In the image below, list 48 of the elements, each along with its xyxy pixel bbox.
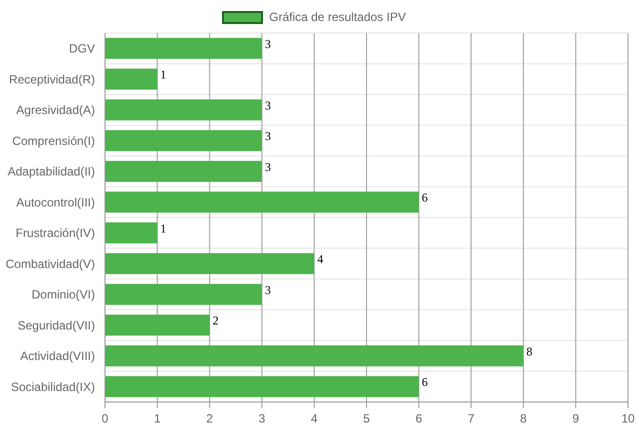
x-tick-label: 7 bbox=[468, 412, 475, 426]
bar bbox=[105, 314, 210, 336]
bar bbox=[105, 130, 262, 152]
data-label: 8 bbox=[526, 344, 532, 358]
y-tick-label: Seguridad(VII) bbox=[18, 318, 95, 332]
bar bbox=[105, 38, 262, 59]
y-tick-label: DGV bbox=[68, 42, 95, 56]
bar bbox=[105, 376, 419, 398]
data-label: 3 bbox=[264, 36, 271, 51]
x-tick-label: 1 bbox=[154, 412, 161, 426]
x-tick-label: 2 bbox=[206, 412, 214, 426]
x-tick-label: 8 bbox=[520, 412, 528, 426]
data-label: 2 bbox=[212, 314, 219, 328]
x-tick-label: 9 bbox=[572, 412, 580, 426]
bar bbox=[105, 99, 262, 120]
bar bbox=[105, 68, 158, 90]
data-label: 3 bbox=[264, 282, 271, 297]
data-label: 6 bbox=[422, 190, 428, 205]
data-label: 3 bbox=[264, 129, 271, 144]
y-tick-label: Combatividad(V) bbox=[6, 256, 95, 271]
x-tick-label: 10 bbox=[621, 412, 635, 426]
bar bbox=[105, 222, 158, 244]
x-tick-label: 5 bbox=[363, 412, 370, 426]
data-label: 1 bbox=[160, 221, 166, 236]
y-tick-label: Autocontrol(III) bbox=[16, 195, 95, 210]
data-label: 1 bbox=[160, 68, 166, 82]
y-tick-label: Comprensión(I) bbox=[12, 134, 95, 148]
data-label: 4 bbox=[317, 252, 324, 266]
y-tick-label: Dominio(VI) bbox=[32, 288, 95, 302]
y-tick-label: Agresividad(A) bbox=[16, 103, 95, 118]
x-tick-label: 4 bbox=[310, 412, 318, 426]
x-tick-label: 3 bbox=[258, 412, 266, 426]
data-label: 3 bbox=[264, 98, 271, 112]
y-tick-label: Actividad(VIII) bbox=[20, 349, 95, 364]
data-label: 3 bbox=[264, 160, 271, 174]
bar bbox=[105, 253, 314, 274]
legend-label: Gráfica de resultados IPV bbox=[269, 10, 406, 24]
data-label: 6 bbox=[422, 375, 428, 390]
y-tick-label: Sociabilidad(IX) bbox=[10, 380, 95, 394]
bar bbox=[105, 160, 262, 182]
x-tick-label: 0 bbox=[102, 412, 109, 426]
bar bbox=[105, 192, 419, 213]
bar bbox=[105, 284, 262, 305]
x-tick-label: 6 bbox=[415, 412, 422, 426]
y-tick-label: Frustración(IV) bbox=[16, 226, 95, 240]
bar bbox=[105, 345, 524, 366]
y-tick-label: Receptividad(R) bbox=[8, 72, 95, 86]
y-tick-label: Adaptabilidad(II) bbox=[8, 164, 95, 179]
